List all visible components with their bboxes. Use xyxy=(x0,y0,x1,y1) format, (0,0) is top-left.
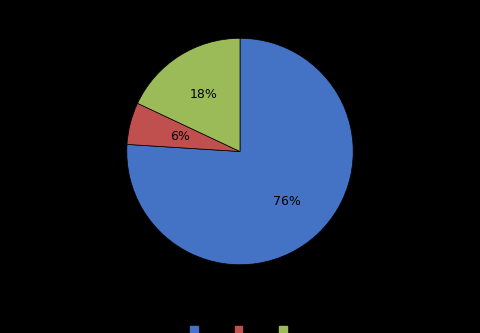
Text: 76%: 76% xyxy=(273,194,300,207)
Text: 18%: 18% xyxy=(190,88,217,101)
Text: 6%: 6% xyxy=(170,130,190,143)
Wedge shape xyxy=(127,103,240,152)
Wedge shape xyxy=(138,38,240,152)
Legend: , , : , , xyxy=(186,321,294,333)
Wedge shape xyxy=(127,38,353,265)
